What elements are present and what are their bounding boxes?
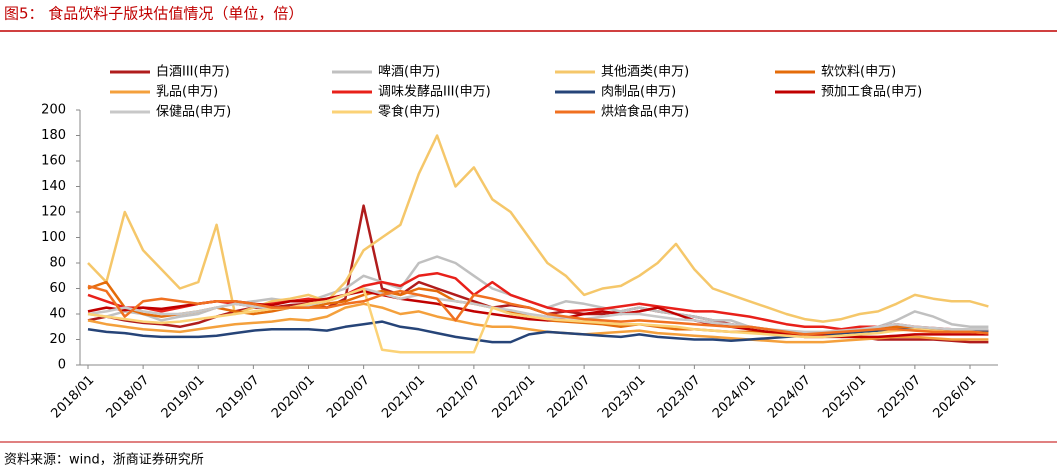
source: 资料来源：wind，浙商证券研究所 bbox=[4, 452, 204, 468]
x-tick-label: 2023/07 bbox=[655, 373, 704, 422]
legend-label: 软饮料(申万) bbox=[821, 65, 896, 80]
legend-label: 肉制品(申万) bbox=[601, 85, 676, 100]
legend-label: 乳品(申万) bbox=[156, 85, 218, 100]
series-line bbox=[87, 204, 989, 344]
y-tick-label: 80 bbox=[49, 256, 66, 271]
legend-label: 啤酒(申万) bbox=[378, 65, 440, 80]
series-line bbox=[87, 284, 989, 336]
y-tick-label: 120 bbox=[41, 205, 66, 220]
x-tick-label: 2019/07 bbox=[214, 373, 263, 422]
y-tick-label: 0 bbox=[58, 358, 66, 373]
series-line bbox=[87, 255, 989, 336]
legend-label: 预加工食品(申万) bbox=[821, 84, 922, 100]
x-tick-label: 2024/07 bbox=[765, 373, 814, 422]
legend-label: 其他酒类(申万) bbox=[601, 65, 689, 80]
chart-title: 图5： 食品饮料子版块估值情况（单位，倍） bbox=[4, 5, 303, 23]
series-line bbox=[87, 287, 989, 334]
legend-label: 保健品(申万) bbox=[156, 105, 231, 120]
y-tick-label: 140 bbox=[41, 179, 66, 194]
legend-label: 零食(申万) bbox=[378, 104, 440, 120]
x-tick-label: 2022/01 bbox=[490, 373, 539, 422]
x-tick-label: 2024/01 bbox=[710, 373, 759, 422]
series-line bbox=[87, 134, 989, 323]
series-line bbox=[87, 287, 989, 354]
y-tick-label: 60 bbox=[49, 281, 66, 296]
y-tick-label: 100 bbox=[41, 230, 66, 245]
x-tick-label: 2023/01 bbox=[600, 373, 649, 422]
x-tick-label: 2020/01 bbox=[269, 373, 318, 422]
x-tick-label: 2018/01 bbox=[49, 373, 98, 422]
legend-label: 调味发酵品III(申万) bbox=[378, 84, 491, 100]
series-line bbox=[87, 302, 989, 344]
x-tick-label: 2019/01 bbox=[159, 373, 208, 422]
y-tick-label: 180 bbox=[41, 128, 66, 143]
y-tick-label: 160 bbox=[41, 154, 66, 169]
x-tick-label: 2021/01 bbox=[379, 373, 428, 422]
x-tick-label: 2022/07 bbox=[545, 373, 594, 422]
x-tick-label: 2025/07 bbox=[875, 373, 924, 422]
y-tick-label: 20 bbox=[49, 332, 66, 347]
y-tick-label: 40 bbox=[49, 307, 66, 322]
x-tick-label: 2018/07 bbox=[104, 373, 153, 422]
y-tick-label: 200 bbox=[41, 103, 66, 118]
x-tick-label: 2026/01 bbox=[931, 373, 980, 422]
legend-label: 白酒III(申万) bbox=[156, 64, 230, 80]
legend-label: 烘焙食品(申万) bbox=[601, 104, 689, 120]
x-tick-label: 2020/07 bbox=[324, 373, 373, 422]
x-tick-label: 2025/01 bbox=[820, 373, 869, 422]
x-tick-label: 2021/07 bbox=[434, 373, 483, 422]
